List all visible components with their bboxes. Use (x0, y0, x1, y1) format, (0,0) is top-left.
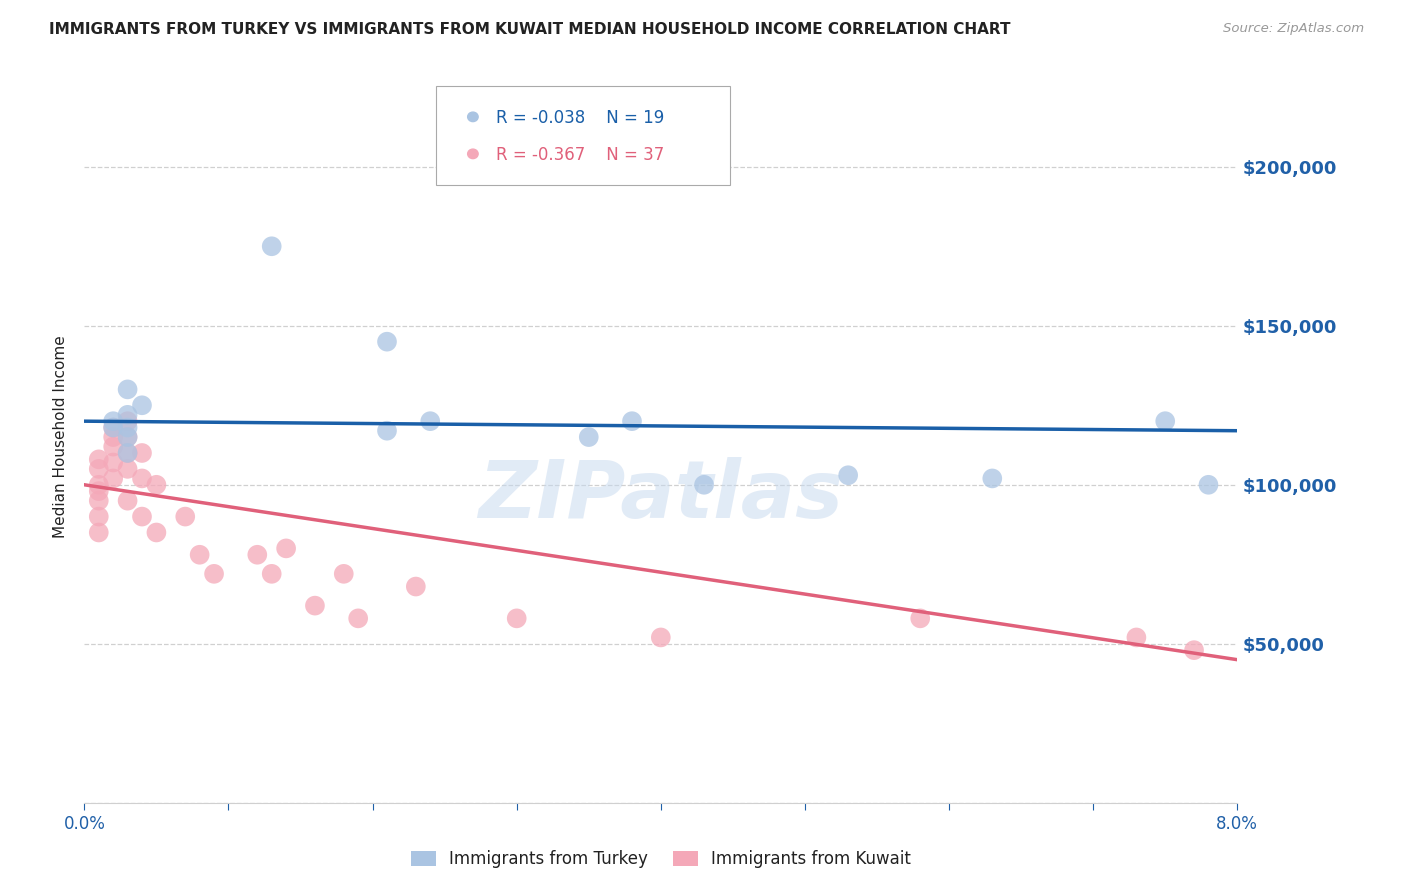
Point (837, 468, 859, 483)
Point (375, 334, 398, 349)
Point (910, 611, 932, 625)
Point (117, 408, 139, 422)
Point (131, 446, 153, 460)
Point (621, 414, 644, 428)
Point (117, 446, 139, 460)
Point (981, 471, 1004, 485)
Point (650, 631, 672, 645)
Point (347, 611, 370, 625)
Point (103, 420, 124, 434)
Point (117, 430, 139, 444)
Point (693, 477, 716, 491)
Point (246, 548, 269, 562)
Point (117, 446, 139, 460)
Point (87, 509, 110, 524)
Point (304, 599, 326, 613)
Point (405, 580, 427, 594)
Point (506, 611, 529, 625)
Text: IMMIGRANTS FROM TURKEY VS IMMIGRANTS FROM KUWAIT MEDIAN HOUSEHOLD INCOME CORRELA: IMMIGRANTS FROM TURKEY VS IMMIGRANTS FRO… (49, 22, 1011, 37)
Point (117, 493, 139, 508)
Point (131, 509, 153, 524)
Point (131, 471, 153, 485)
Point (1125, 631, 1147, 645)
Point (87, 484, 110, 499)
Point (578, 430, 600, 444)
Point (1154, 414, 1177, 428)
Text: R = -0.038    N = 19: R = -0.038 N = 19 (496, 109, 664, 127)
Text: ZIPatlas: ZIPatlas (478, 457, 844, 534)
Ellipse shape (468, 149, 478, 159)
Point (103, 420, 124, 434)
Ellipse shape (468, 112, 478, 121)
Text: R = -0.367    N = 37: R = -0.367 N = 37 (496, 145, 664, 164)
Point (103, 430, 124, 444)
Point (117, 414, 139, 428)
Point (260, 566, 283, 581)
Point (145, 477, 167, 491)
Point (375, 424, 398, 438)
Point (117, 420, 139, 434)
Point (87, 525, 110, 540)
Point (87, 462, 110, 476)
Point (103, 440, 124, 454)
Point (103, 414, 124, 428)
Point (145, 525, 167, 540)
Point (260, 239, 283, 253)
Point (87, 452, 110, 467)
Point (276, 541, 298, 556)
Point (188, 548, 211, 562)
Point (419, 414, 441, 428)
Point (117, 462, 139, 476)
Point (202, 566, 225, 581)
Point (1182, 643, 1205, 657)
Point (117, 383, 139, 397)
Point (103, 471, 124, 485)
Point (117, 430, 139, 444)
Legend: Immigrants from Turkey, Immigrants from Kuwait: Immigrants from Turkey, Immigrants from … (404, 844, 918, 875)
Point (131, 398, 153, 412)
Y-axis label: Median Household Income: Median Household Income (53, 335, 69, 539)
Point (174, 509, 197, 524)
Point (1198, 477, 1220, 491)
FancyBboxPatch shape (436, 86, 730, 185)
Point (103, 456, 124, 470)
Point (87, 493, 110, 508)
Point (333, 566, 356, 581)
Point (87, 477, 110, 491)
Text: Source: ZipAtlas.com: Source: ZipAtlas.com (1223, 22, 1364, 36)
